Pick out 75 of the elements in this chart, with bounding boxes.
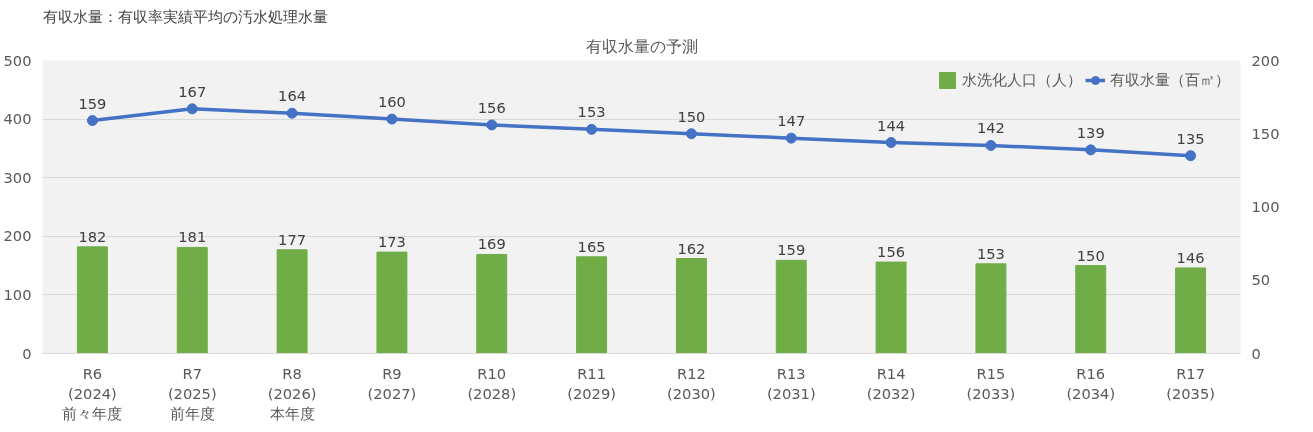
data-label: 150 xyxy=(677,107,706,125)
data-label: 167 xyxy=(178,82,207,100)
data-label: 144 xyxy=(877,116,906,134)
point xyxy=(985,139,997,151)
point xyxy=(386,113,398,125)
y-tick-label: 300 xyxy=(3,168,32,186)
bar xyxy=(1175,267,1207,354)
bar xyxy=(276,249,308,354)
data-label: 159 xyxy=(777,241,806,259)
x-tick-label: R8 (2026) 本年度 xyxy=(267,364,317,423)
y-tick-label: 500 xyxy=(3,51,32,69)
point xyxy=(86,115,98,127)
legend-label: 有収水量（百㎥） xyxy=(1110,70,1230,90)
point xyxy=(885,137,897,149)
point xyxy=(785,132,797,144)
x-tick-label: R14 (2032) xyxy=(866,364,916,402)
data-label: 150 xyxy=(1076,246,1105,264)
y2-tick-label: 150 xyxy=(1251,124,1280,142)
y2-tick-label: 50 xyxy=(1251,271,1271,289)
x-tick-label: R13 (2031) xyxy=(766,364,816,402)
data-label: 159 xyxy=(78,94,107,112)
x-tick-label: R17 (2035) xyxy=(1166,364,1215,402)
data-label: 164 xyxy=(278,87,307,105)
data-label: 135 xyxy=(1176,129,1205,147)
legend-label: 水洗化人口（人） xyxy=(962,70,1082,90)
x-tick-label: R7 (2025) 前年度 xyxy=(167,364,217,423)
y2-tick-label: 200 xyxy=(1251,51,1280,69)
point xyxy=(685,128,697,140)
data-label: 142 xyxy=(976,119,1005,137)
point xyxy=(486,119,498,131)
x-tick-label: R10 (2028) xyxy=(467,364,517,402)
x-tick-label: R9 (2027) xyxy=(367,364,417,402)
bar xyxy=(76,246,108,354)
data-label: 156 xyxy=(877,243,906,261)
point xyxy=(186,103,198,115)
bar xyxy=(576,256,608,354)
data-label: 182 xyxy=(78,227,107,245)
x-tick-label: R11 (2029) xyxy=(567,364,616,402)
bar xyxy=(875,261,907,354)
y-tick-label: 0 xyxy=(22,344,32,362)
bar xyxy=(1075,265,1107,354)
data-label: 162 xyxy=(677,239,706,257)
data-label: 153 xyxy=(577,103,606,121)
data-label: 153 xyxy=(976,244,1005,262)
y-tick-label: 100 xyxy=(3,285,32,303)
data-label: 177 xyxy=(278,230,307,248)
bar xyxy=(775,259,807,354)
bar xyxy=(376,251,408,354)
bar xyxy=(975,263,1007,354)
bar xyxy=(476,253,508,354)
x-tick-label: R16 (2034) xyxy=(1066,364,1116,402)
data-label: 173 xyxy=(377,233,406,251)
x-tick-label: R12 (2030) xyxy=(667,364,716,402)
x-tick-label: R15 (2033) xyxy=(966,364,1016,402)
bar xyxy=(176,246,208,354)
y-tick-label: 200 xyxy=(3,227,32,245)
data-label: 139 xyxy=(1076,123,1105,141)
bar xyxy=(675,258,707,354)
point xyxy=(1085,144,1097,156)
y-tick-label: 400 xyxy=(3,110,32,128)
data-label: 156 xyxy=(477,98,506,116)
data-label: 160 xyxy=(377,93,406,111)
data-label: 147 xyxy=(777,112,806,130)
text: 有収水量：有収率実績平均の汚水処理水量 xyxy=(42,7,328,25)
point xyxy=(286,107,298,119)
data-label: 165 xyxy=(577,237,606,255)
data-label: 146 xyxy=(1176,248,1205,266)
data-label: 181 xyxy=(178,228,207,246)
y2-tick-label: 100 xyxy=(1251,198,1280,215)
x-tick-label: R6 (2024) 前々年度 xyxy=(62,364,123,423)
data-label: 169 xyxy=(477,235,506,253)
point xyxy=(586,123,598,135)
point xyxy=(1185,150,1197,162)
y2-tick-label: 0 xyxy=(1251,344,1261,362)
chart-title: 有収水量の予測 xyxy=(585,36,698,56)
